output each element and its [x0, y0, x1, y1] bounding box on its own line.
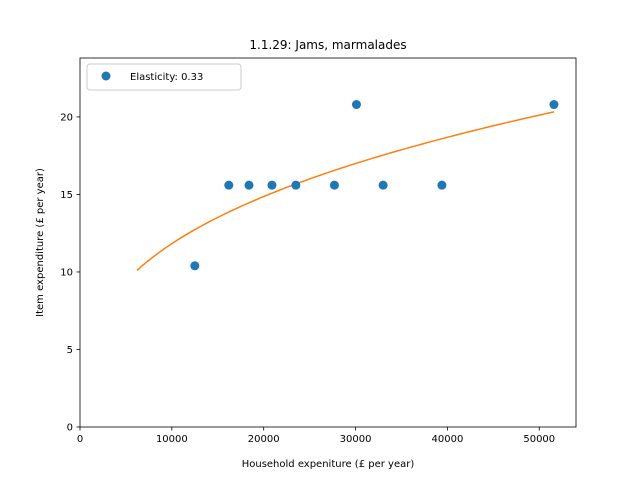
legend-label: Elasticity: 0.33 [130, 72, 203, 83]
data-point [329, 180, 339, 190]
plot-area [80, 58, 576, 427]
y-tick-label: 5 [67, 345, 73, 356]
data-point [244, 180, 254, 190]
legend-marker [101, 71, 111, 81]
data-point [378, 180, 388, 190]
y-tick-label: 10 [60, 267, 73, 278]
axes-frame [79, 57, 577, 428]
x-tick-label: 10000 [156, 434, 188, 445]
x-tick-label: 20000 [248, 434, 280, 445]
data-point [351, 100, 361, 110]
data-point [267, 180, 277, 190]
chart-title: 1.1.29: Jams, marmalades [249, 38, 406, 52]
y-tick-label: 0 [67, 423, 73, 434]
data-point [549, 100, 559, 110]
data-point [437, 180, 447, 190]
data-point [224, 180, 234, 190]
legend-box [86, 63, 242, 91]
x-axis-label: Household expeniture (£ per year) [242, 459, 415, 470]
legend: Elasticity: 0.33 [86, 63, 242, 91]
y-axis-label: Item expenditure (£ per year) [35, 168, 46, 317]
x-tick-label: 50000 [523, 434, 555, 445]
data-point [291, 180, 301, 190]
x-tick-label: 0 [77, 434, 83, 445]
x-tick-label: 30000 [340, 434, 372, 445]
y-tick-label: 20 [60, 112, 73, 123]
data-point [190, 261, 200, 271]
x-tick-label: 40000 [432, 434, 464, 445]
y-tick-label: 15 [60, 190, 73, 201]
fit-curve [136, 111, 555, 271]
